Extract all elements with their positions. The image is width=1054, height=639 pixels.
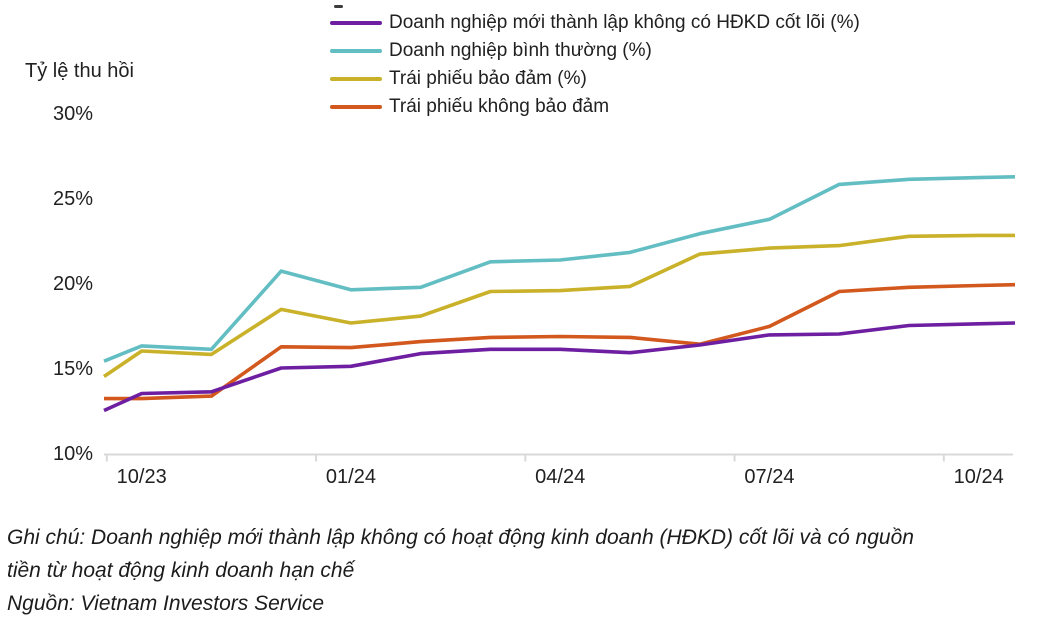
legend-label: Trái phiếu không bảo đảm <box>389 96 610 117</box>
source-note: Nguồn: Vietnam Investors Service <box>7 592 325 615</box>
legend-swatch-icon <box>330 77 382 81</box>
footnote-line-2: tiền từ hoạt động kinh doanh hạn chế <box>7 559 355 582</box>
x-tick-label: 01/24 <box>326 466 376 488</box>
y-tick-label: 30% <box>53 103 93 125</box>
x-tick-label: 10/24 <box>954 466 1004 488</box>
x-tick-label: 04/24 <box>535 466 585 488</box>
x-tick-label: 07/24 <box>744 466 794 488</box>
series-line-3 <box>102 233 1015 378</box>
legend-item: Doanh nghiệp bình thường (%) <box>330 37 860 65</box>
y-axis-title: Tỷ lệ thu hồi <box>25 60 134 82</box>
series-line-4 <box>104 282 1016 401</box>
legend-item: Trái phiếu không bảo đảm <box>330 93 860 121</box>
series-line-2 <box>103 175 1016 363</box>
legend-swatch-icon <box>330 105 382 109</box>
legend-swatch-icon <box>330 21 382 25</box>
legend-label: Doanh nghiệp mới thành lập không có HĐKD… <box>389 12 860 33</box>
footer: Ghi chú: Doanh nghiệp mới thành lập khôn… <box>7 521 1047 620</box>
series-line-1 <box>103 321 1016 413</box>
stray-mark <box>334 5 343 8</box>
y-tick-label: 10% <box>53 443 93 465</box>
legend-item: Doanh nghiệp mới thành lập không có HĐKD… <box>330 9 860 37</box>
legend-swatch-icon <box>330 49 382 53</box>
footnote-line-1: Ghi chú: Doanh nghiệp mới thành lập khôn… <box>7 526 914 549</box>
legend-label: Doanh nghiệp bình thường (%) <box>389 40 652 61</box>
legend-label: Trái phiếu bảo đảm (%) <box>389 68 587 89</box>
x-tick-label: 10/23 <box>117 466 167 488</box>
legend-item: Trái phiếu bảo đảm (%) <box>330 65 860 93</box>
legend: Doanh nghiệp mới thành lập không có HĐKD… <box>330 9 860 121</box>
y-tick-label: 25% <box>53 188 93 210</box>
y-tick-label: 20% <box>53 273 93 295</box>
y-tick-label: 15% <box>53 358 93 380</box>
chart-plot-area: 10/23 01/24 04/24 07/24 10/24 10% 15% 20% 25% 30% <box>53 103 1016 488</box>
